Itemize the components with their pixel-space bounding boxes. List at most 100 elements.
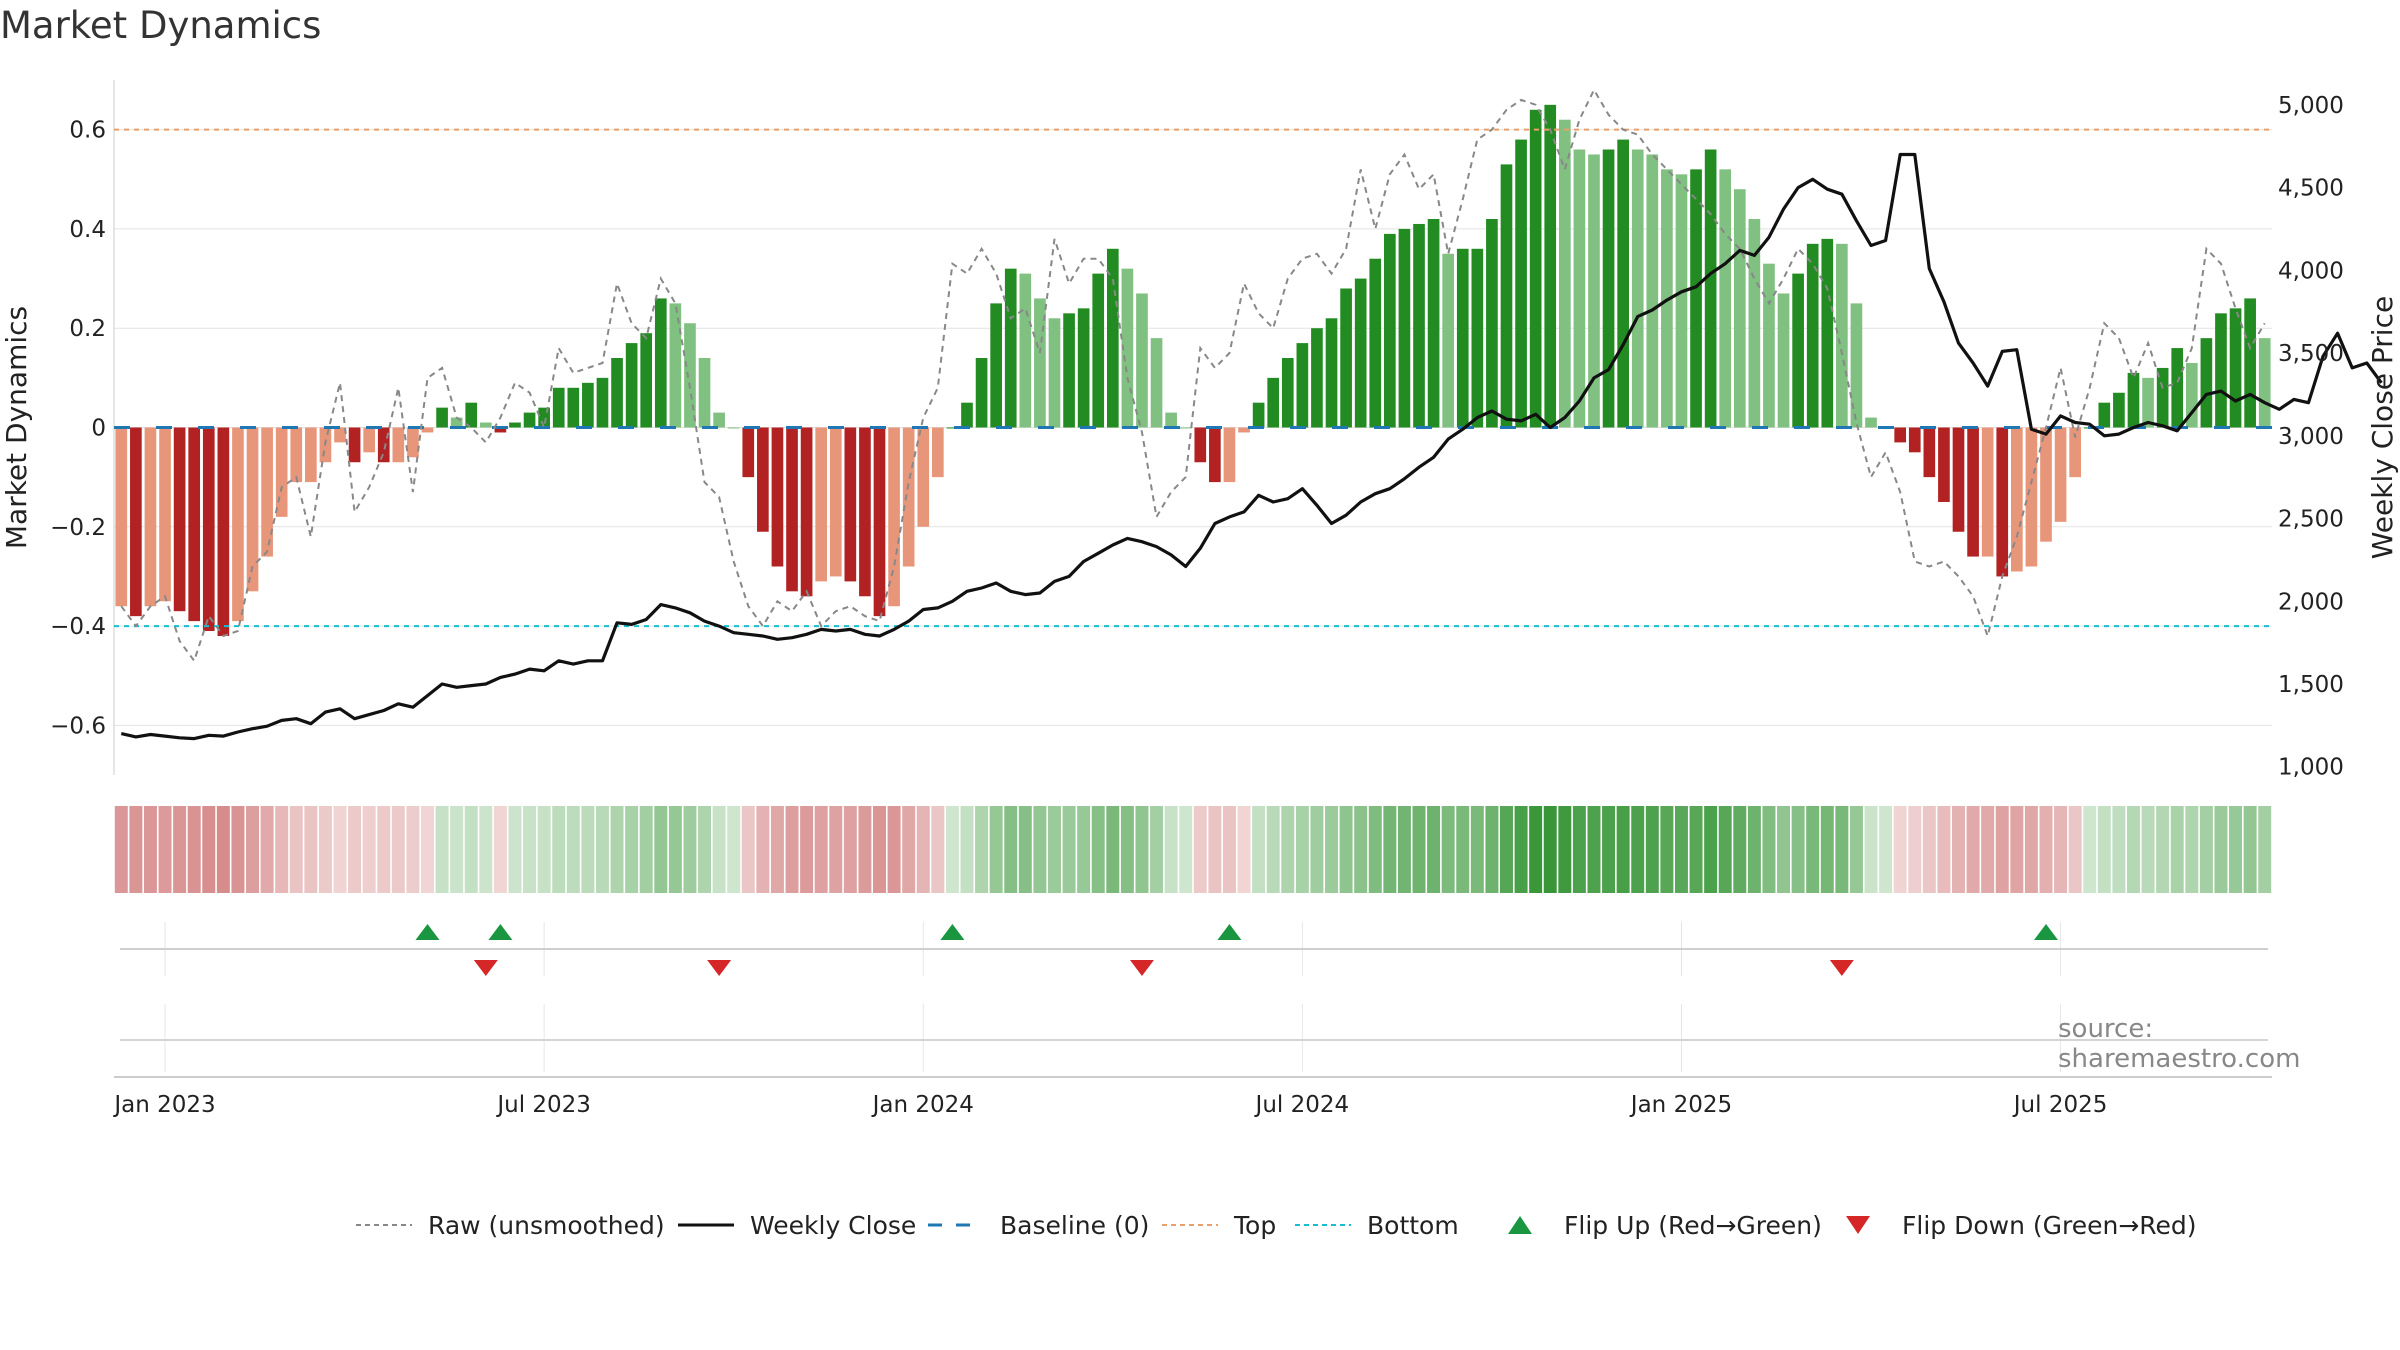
right-tick-label: 3,500 (2278, 341, 2344, 367)
dynamics-bar (363, 427, 376, 453)
dynamics-bar (1792, 273, 1804, 428)
dynamics-bar (1544, 104, 1557, 428)
dynamics-bar (2040, 427, 2052, 542)
dynamics-bar (1690, 169, 1702, 428)
heat-strip-cell (1485, 806, 1499, 893)
dynamics-bar (1252, 402, 1265, 428)
heat-strip-cell (377, 806, 391, 893)
heat-strip-cell (1587, 806, 1601, 893)
heat-strip-cell (289, 806, 303, 893)
heat-strip-cell (231, 806, 245, 893)
dynamics-bar (217, 427, 230, 636)
dynamics-bar (931, 427, 944, 478)
heat-strip-cell (1543, 806, 1557, 893)
dynamics-bar (144, 427, 157, 607)
heat-strip-cell (2039, 806, 2053, 893)
dynamics-bar (1573, 149, 1586, 428)
heat-strip-cell (1106, 806, 1120, 893)
dynamics-bar (1004, 268, 1017, 428)
dynamics-bar (1048, 318, 1061, 428)
heat-strip-cell (2083, 806, 2097, 893)
heat-strip-cell (1922, 806, 1936, 893)
heat-strip-cell (1952, 806, 1965, 893)
dynamics-bar (1588, 154, 1600, 428)
heat-strip-cell (421, 806, 434, 893)
heat-strip-cell (1456, 806, 1470, 893)
left-tick-label: 0.2 (69, 316, 106, 342)
heat-strip-cell (2185, 806, 2199, 893)
heat-strip-cell (1237, 806, 1251, 893)
dynamics-bar (552, 387, 565, 428)
dynamics-bar (2215, 313, 2227, 428)
dynamics-bar (130, 427, 142, 617)
heat-strip-cell (493, 806, 507, 893)
legend-label: Flip Down (Green→Red) (1902, 1211, 2197, 1240)
dynamics-bar (961, 402, 973, 428)
dynamics-bar (173, 427, 186, 612)
dynamics-bar (1865, 417, 1877, 428)
dynamics-bar (407, 427, 419, 458)
right-tick-label: 1,500 (2278, 672, 2344, 698)
dynamics-bar (1719, 169, 1732, 428)
dynamics-bar (859, 427, 871, 597)
legend-label: Raw (unsmoothed) (428, 1211, 665, 1240)
heat-strip-cell (158, 806, 172, 893)
heat-strip-cell (2112, 806, 2126, 893)
heat-strip-cell (2170, 806, 2184, 893)
dynamics-bar (1325, 318, 1338, 428)
dynamics-bar (757, 427, 769, 532)
heat-strip-cell (1135, 806, 1149, 893)
heat-strip-cell (2126, 806, 2140, 893)
heat-strip-cell (304, 806, 318, 893)
heat-strip-cell (1266, 806, 1280, 893)
heat-strip-cell (552, 806, 566, 893)
dynamics-bar (334, 427, 346, 443)
dynamics-bar (2098, 402, 2111, 428)
dynamics-bar (1704, 149, 1717, 428)
dynamics-bar (2258, 338, 2271, 428)
heat-strip-cell (275, 806, 289, 893)
x-tick-label: Jul 2024 (1254, 1092, 1350, 1118)
heat-strip-cell (1674, 806, 1688, 893)
heat-strip-cell (1645, 806, 1659, 893)
dynamics-bar (786, 427, 798, 592)
right-axis-title: Weekly Close Price (2366, 296, 2399, 559)
dynamics-bar (2200, 338, 2213, 428)
heat-strip-cell (916, 806, 930, 893)
heat-strip-cell (581, 806, 595, 893)
x-tick-label: Jul 2025 (2012, 1092, 2108, 1118)
heat-strip-cell (1689, 806, 1703, 893)
heat-strip-cell (479, 806, 493, 893)
dynamics-bar (684, 323, 696, 428)
heat-strip-cell (2141, 806, 2155, 893)
dynamics-bar (1223, 427, 1236, 483)
dynamics-bar (2127, 372, 2140, 428)
legend-label: Baseline (0) (1000, 1211, 1149, 1240)
dynamics-bar (1952, 427, 1965, 532)
heat-strip-cell (625, 806, 639, 893)
heat-strip-cell (508, 806, 522, 893)
dynamics-bar (377, 427, 390, 463)
legend-label: Top (1233, 1211, 1276, 1240)
dynamics-bar (1617, 139, 1629, 428)
dynamics-bar (1894, 427, 1907, 443)
dynamics-bar (1136, 293, 1148, 428)
heat-strip-cell (333, 806, 347, 893)
legend-flip-up-swatch (1508, 1216, 1532, 1234)
heat-strip-cell (1718, 806, 1732, 893)
heat-strip-cell (1747, 806, 1761, 893)
dynamics-bar (1034, 298, 1046, 428)
dynamics-bar (1529, 109, 1542, 428)
heat-strip-cell (391, 806, 405, 893)
heat-strip-cell (683, 806, 697, 893)
heat-strip-cell (1033, 806, 1047, 893)
dynamics-bar (421, 427, 434, 433)
dynamics-bar (2142, 377, 2154, 428)
dynamics-bar (392, 427, 405, 463)
left-tick-label: 0.6 (69, 118, 106, 144)
heat-strip-cell (1281, 806, 1295, 893)
left-tick-label: −0.2 (50, 515, 106, 541)
dynamics-bar (1019, 273, 1032, 428)
heat-strip-cell (537, 806, 551, 893)
heat-strip-cell (668, 806, 682, 893)
